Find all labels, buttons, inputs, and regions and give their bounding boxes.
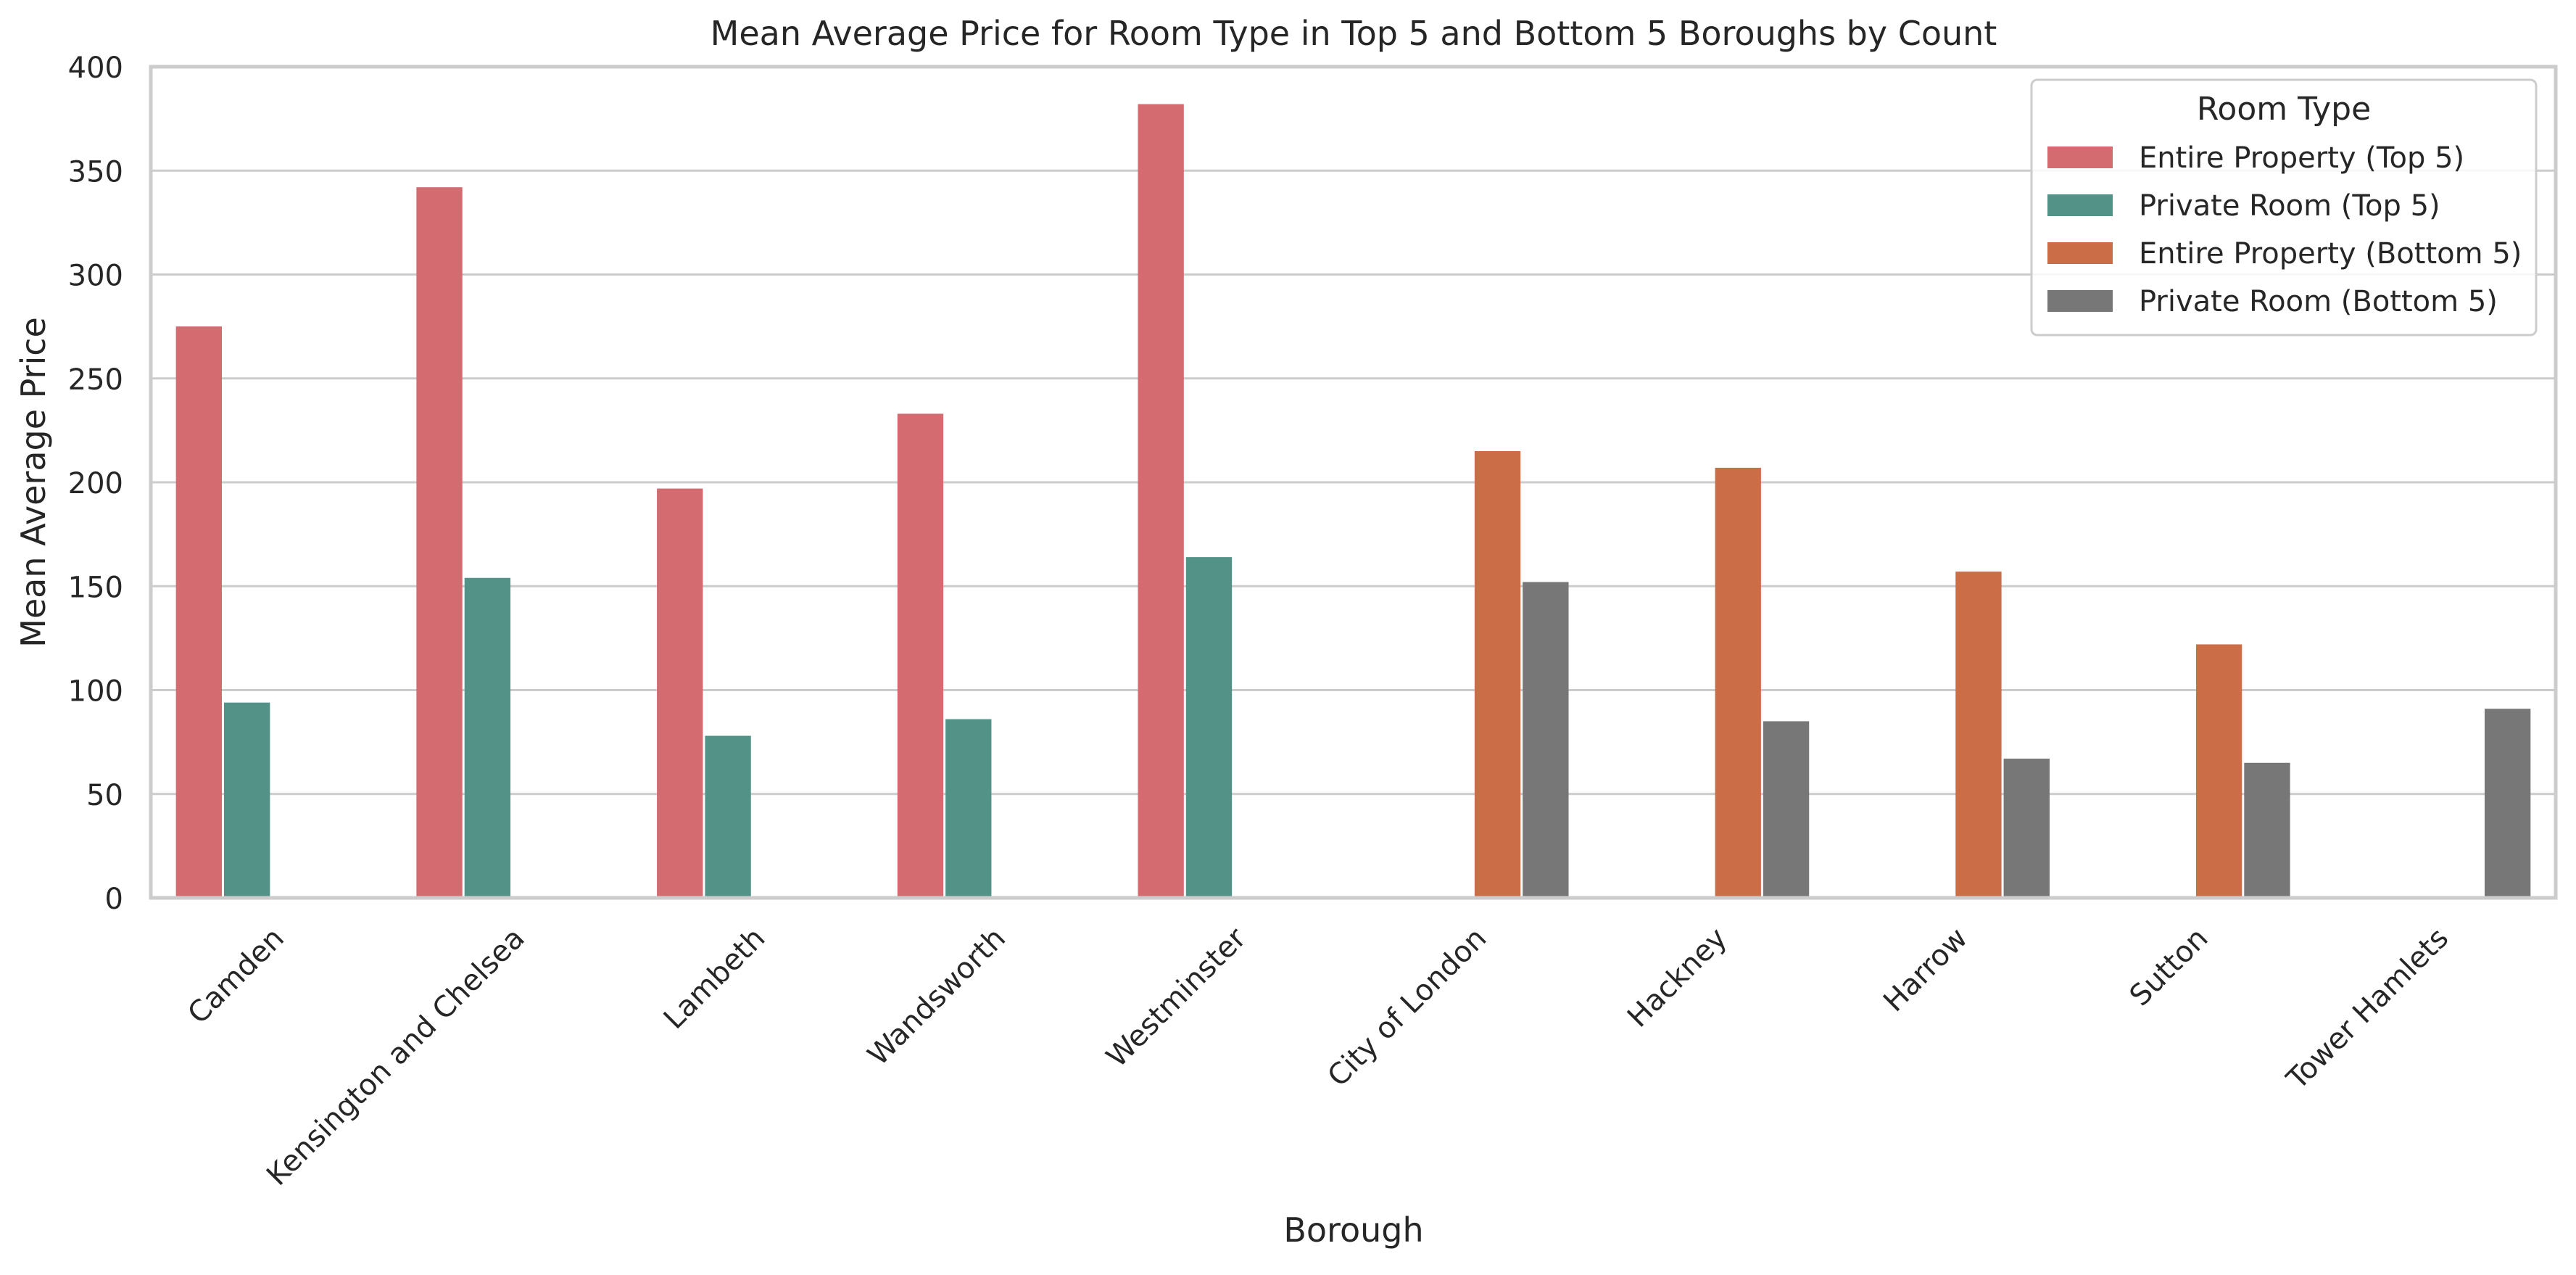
legend-label: Entire Property (Bottom 5) <box>2139 237 2522 271</box>
bar <box>416 187 463 898</box>
bar <box>2484 709 2531 898</box>
legend-label: Private Room (Top 5) <box>2139 189 2440 223</box>
x-tick-label: Lambeth <box>658 922 772 1036</box>
legend-swatch <box>2047 194 2113 216</box>
bar <box>2244 762 2290 898</box>
y-tick-label: 300 <box>68 260 123 293</box>
bar <box>175 326 223 898</box>
chart-title: Mean Average Price for Room Type in Top … <box>711 14 1997 53</box>
legend-swatch <box>2047 147 2113 168</box>
bar <box>1474 451 1521 898</box>
y-tick-label: 50 <box>86 779 123 812</box>
bar <box>464 577 511 898</box>
x-tick-label: Sutton <box>2124 922 2215 1013</box>
bar <box>945 719 992 898</box>
bar <box>1523 582 1569 898</box>
y-tick-label: 100 <box>68 675 123 709</box>
bar <box>657 488 703 898</box>
x-tick-label: Tower Hamlets <box>2280 922 2455 1097</box>
x-tick-label: Hackney <box>1621 922 1734 1034</box>
bar <box>2195 644 2242 898</box>
bar <box>1138 104 1184 898</box>
legend-title: Room Type <box>2197 91 2371 128</box>
bar <box>224 702 270 898</box>
y-tick-label: 350 <box>68 155 123 189</box>
y-tick-label: 150 <box>68 571 123 604</box>
legend-label: Entire Property (Top 5) <box>2139 141 2464 175</box>
y-tick-label: 400 <box>68 51 123 85</box>
bar <box>897 413 944 898</box>
legend-swatch <box>2047 290 2113 312</box>
legend: Room Type Entire Property (Top 5) Private … <box>2030 78 2538 337</box>
legend-label: Private Room (Bottom 5) <box>2139 285 2498 318</box>
bar <box>2003 759 2050 898</box>
x-tick-label: Harrow <box>1877 922 1974 1019</box>
bar <box>1715 467 1761 898</box>
y-tick-label: 200 <box>68 467 123 500</box>
y-tick-label: 250 <box>68 363 123 397</box>
x-tick-label: Westminster <box>1100 921 1253 1074</box>
legend-box <box>2030 78 2538 337</box>
legend-swatch <box>2047 242 2113 264</box>
bar <box>1955 572 2002 898</box>
y-axis-label: Mean Average Price <box>14 317 53 648</box>
bar <box>1763 721 1810 898</box>
x-tick-label: City of London <box>1322 922 1494 1094</box>
bar <box>705 735 751 898</box>
x-tick-label: Wandsworth <box>861 922 1012 1073</box>
y-tick-label: 0 <box>105 883 123 916</box>
plot-frame <box>149 65 2558 900</box>
x-tick-label: Camden <box>181 922 290 1031</box>
x-axis-label: Borough <box>1283 1210 1423 1250</box>
x-tick-label: Kensington and Chelsea <box>260 922 531 1192</box>
bar <box>1185 557 1233 898</box>
